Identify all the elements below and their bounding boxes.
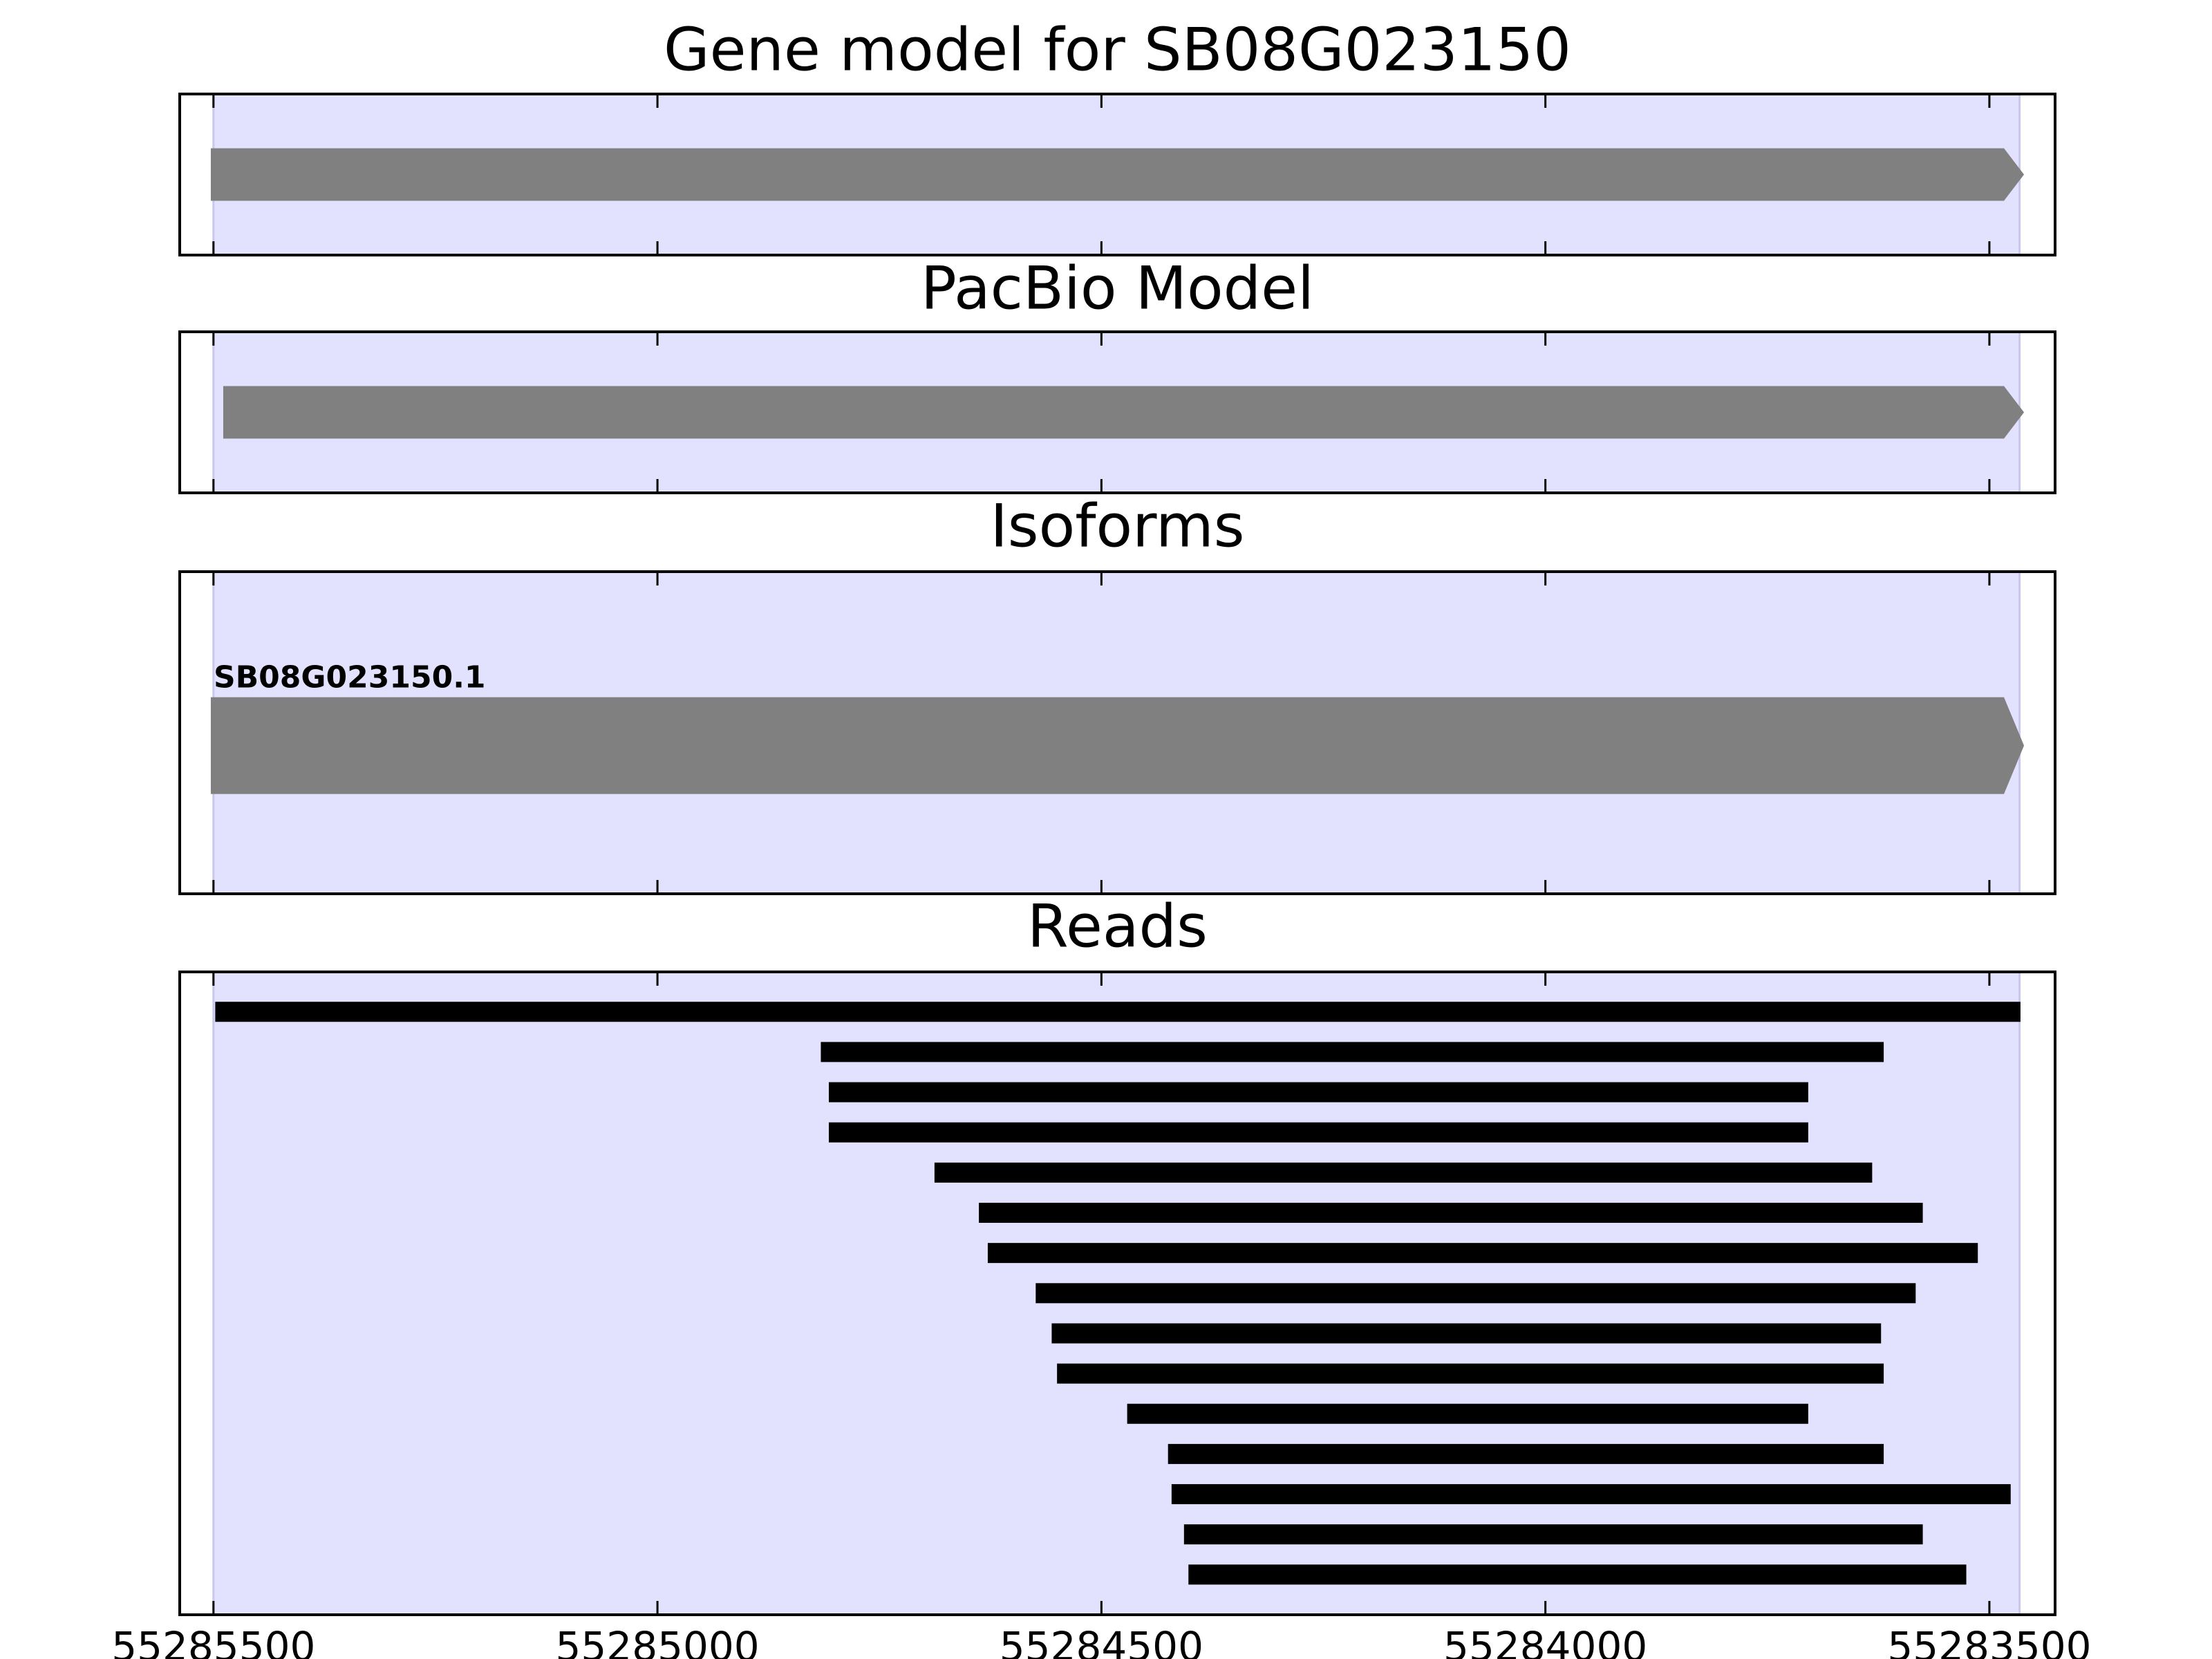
read bbox=[979, 1202, 1923, 1223]
x-tick-label: 55284500 bbox=[1000, 1623, 1203, 1659]
x-tick-label: 55285500 bbox=[111, 1623, 315, 1659]
read bbox=[1057, 1363, 1884, 1384]
read bbox=[1183, 1524, 1923, 1545]
panel-title: Reads bbox=[1027, 892, 1208, 961]
x-tick-label: 55283500 bbox=[1887, 1623, 2091, 1659]
read bbox=[821, 1042, 1884, 1062]
panel-frame bbox=[178, 330, 2056, 494]
read bbox=[934, 1162, 1873, 1183]
panel-title: Isoforms bbox=[990, 491, 1244, 561]
read bbox=[829, 1082, 1808, 1103]
x-tick-label: 55284000 bbox=[1443, 1623, 1647, 1659]
feature-label: SB08G023150.1 bbox=[214, 660, 486, 695]
read bbox=[215, 1002, 2021, 1022]
panel-frame bbox=[178, 93, 2056, 256]
read bbox=[1188, 1564, 1967, 1585]
panel-title: PacBio Model bbox=[921, 254, 1314, 323]
panel-title: Gene model for SB08G023150 bbox=[664, 15, 1571, 84]
panel-frame bbox=[178, 971, 2056, 1616]
read bbox=[1035, 1283, 1916, 1304]
feature bbox=[210, 697, 2025, 794]
read bbox=[987, 1243, 1978, 1264]
feature bbox=[223, 386, 2025, 439]
read bbox=[1127, 1403, 1808, 1424]
read bbox=[1168, 1443, 1884, 1464]
feature bbox=[210, 148, 2025, 201]
read bbox=[1051, 1323, 1882, 1344]
read bbox=[1171, 1484, 2011, 1505]
panel-frame bbox=[178, 570, 2056, 895]
read bbox=[829, 1122, 1808, 1143]
x-tick-label: 55285000 bbox=[555, 1623, 759, 1659]
